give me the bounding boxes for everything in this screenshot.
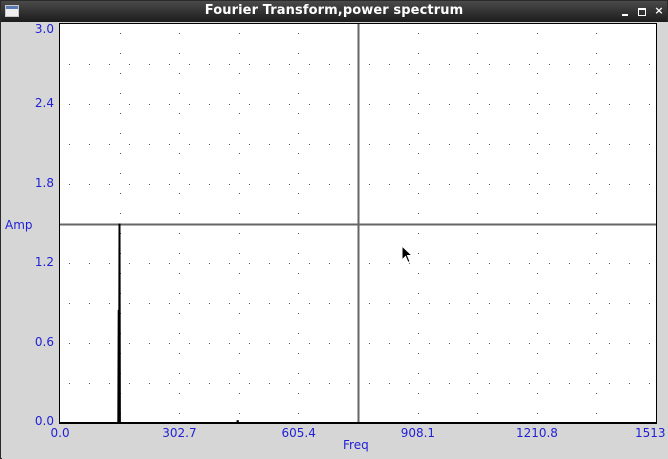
y-tick-label: 2.4 <box>34 95 54 110</box>
chart-area: 0.0 0.6 1.2 1.8 2.4 3.0 Amp 0.0 302.7 605.4 908.… <box>2 22 668 459</box>
series-line-0 <box>60 223 656 423</box>
y-tick-label: 1.2 <box>34 255 54 270</box>
window-menu-icon[interactable] <box>5 5 19 17</box>
x-tick-label: 302.7 <box>162 426 197 440</box>
minimize-icon[interactable] <box>618 4 632 18</box>
y-tick-label: 1.8 <box>34 175 54 190</box>
power-spectrum-plot[interactable] <box>60 24 656 423</box>
x-tick-label: 0.0 <box>50 426 70 440</box>
close-icon[interactable]: × <box>654 4 664 17</box>
plot-canvas[interactable] <box>59 23 657 424</box>
title-bar[interactable]: Fourier Transform,power spectrum × <box>1 1 667 22</box>
x-tick-label: 1210.8 <box>515 426 558 440</box>
y-axis-label: Amp <box>5 218 33 232</box>
mouse-pointer-icon <box>401 245 413 264</box>
y-tick-label: 3.0 <box>34 22 54 36</box>
x-tick-label: 605.4 <box>281 426 316 440</box>
x-tick-label: 1513 <box>635 426 666 440</box>
x-axis-label: Freq <box>343 438 369 452</box>
window-title: Fourier Transform,power spectrum <box>204 3 464 18</box>
y-tick-label: 0.0 <box>34 414 54 428</box>
x-tick-label: 908.1 <box>400 426 436 440</box>
maximize-icon[interactable] <box>635 4 649 18</box>
y-tick-label: 0.6 <box>34 335 54 350</box>
